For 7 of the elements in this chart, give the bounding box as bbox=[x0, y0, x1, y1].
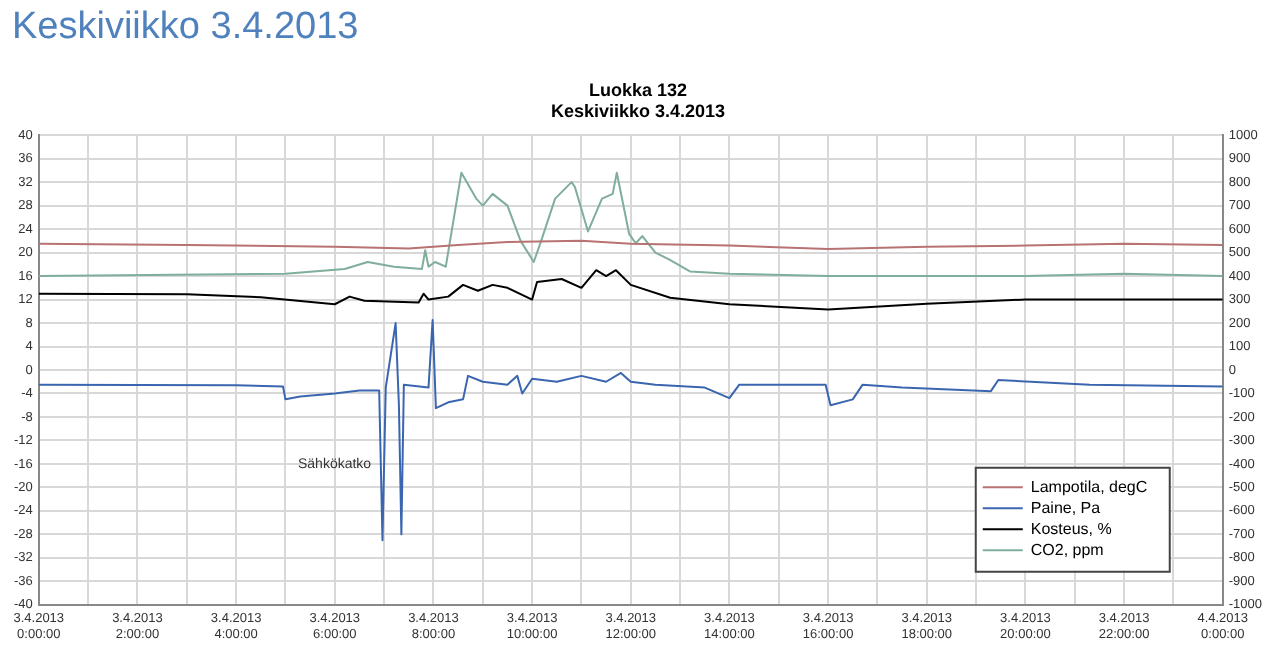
legend-label: Kosteus, % bbox=[1030, 519, 1112, 538]
text: Keskiviikko 3.4.2013 bbox=[12, 6, 359, 50]
chart-title: Luokka 132 bbox=[588, 79, 688, 100]
chart-subtitle: Keskiviikko 3.4.2013 bbox=[550, 101, 726, 122]
legend-label: Paine, Pa bbox=[1030, 498, 1102, 517]
legend-label: CO2, ppm bbox=[1030, 540, 1105, 559]
legend-label: Lampotila, degC bbox=[1030, 477, 1148, 496]
